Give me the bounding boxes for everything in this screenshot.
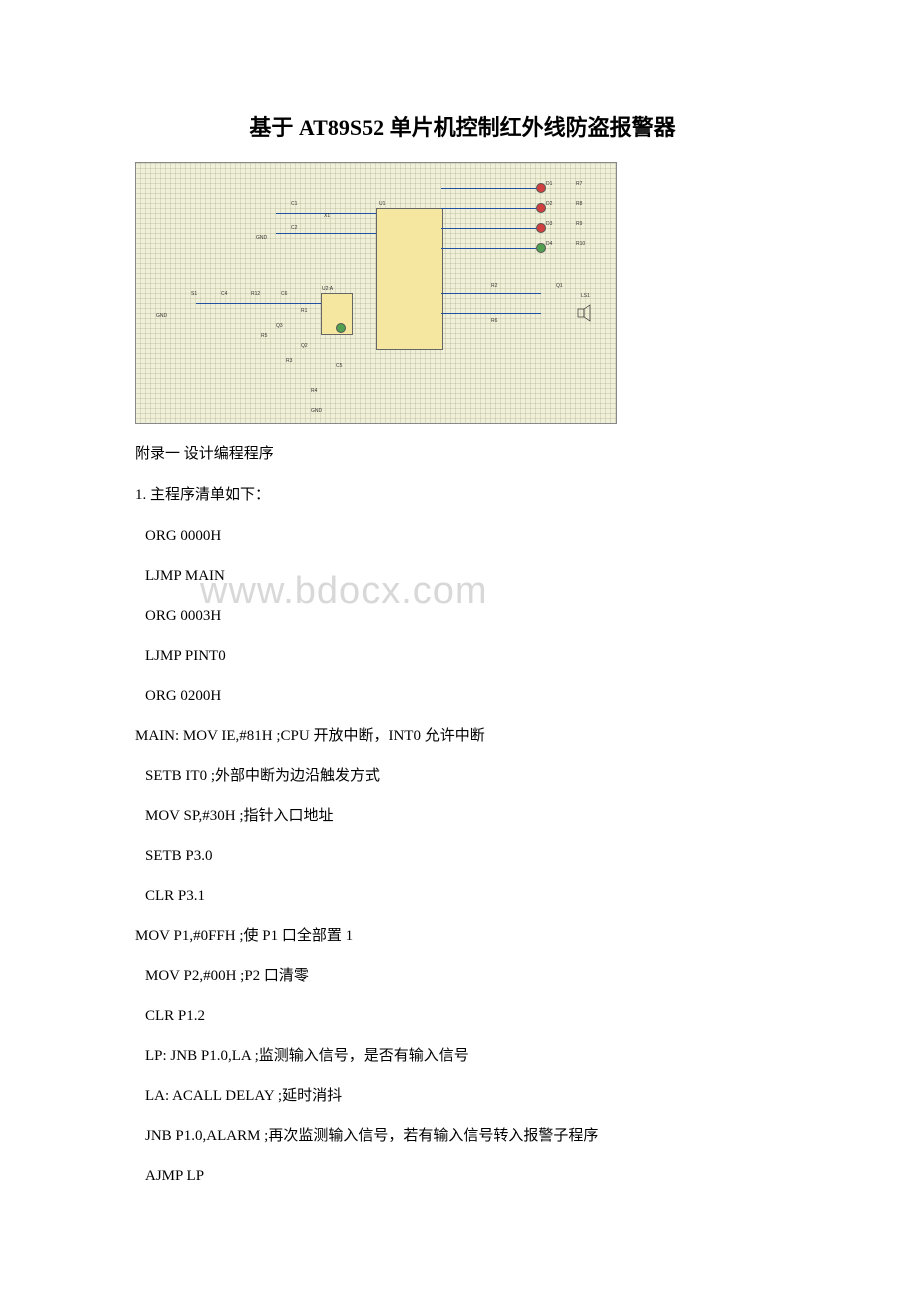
code-line: MOV P1,#0FFH ;使 P1 口全部置 1 [135, 926, 790, 947]
gnd-label-2: GND [311, 408, 322, 414]
comp-r4: R4 [311, 388, 317, 394]
code-line: MAIN: MOV IE,#81H ;CPU 开放中断，INT0 允许中断 [135, 726, 790, 747]
gnd-label-1: GND [156, 313, 167, 319]
comp-q3: Q3 [276, 323, 283, 329]
code-line: SETB P3.0 [135, 846, 790, 867]
led-d4 [536, 243, 546, 253]
comp-c5: C5 [336, 363, 342, 369]
comp-s1: S1 [191, 291, 197, 297]
code-line: CLR P3.1 [135, 886, 790, 907]
r-label-r8: R8 [576, 201, 582, 207]
comp-q1: Q1 [556, 283, 563, 289]
led-d5 [336, 323, 346, 333]
chip-label: U1 [379, 201, 385, 207]
comp-r5: R5 [261, 333, 267, 339]
led-label-d1: D1 [546, 181, 552, 187]
wire [276, 233, 376, 234]
sub-chip-label: U2:A [322, 286, 333, 292]
code-line: MOV P2,#00H ;P2 口清零 [135, 966, 790, 987]
code-line: LA: ACALL DELAY ;延时消抖 [135, 1086, 790, 1107]
led-label-d3: D3 [546, 221, 552, 227]
led-d1 [536, 183, 546, 193]
comp-r2: R2 [491, 283, 497, 289]
code-line: AJMP LP [135, 1166, 790, 1187]
code-line: LJMP PINT0 [135, 646, 790, 667]
comp-r1: R1 [301, 308, 307, 314]
code-line: CLR P1.2 [135, 1006, 790, 1027]
code-line: MOV SP,#30H ;指针入口地址 [135, 806, 790, 827]
r-label-r7: R7 [576, 181, 582, 187]
led-label-d4: D4 [546, 241, 552, 247]
led-d2 [536, 203, 546, 213]
comp-c6: C6 [281, 291, 287, 297]
led-d3 [536, 223, 546, 233]
code-line: SETB IT0 ;外部中断为边沿触发方式 [135, 766, 790, 787]
comp-x1: X1 [324, 213, 330, 219]
code-line: ORG 0200H [135, 686, 790, 707]
r-label-r10: R10 [576, 241, 585, 247]
comp-r12: R12 [251, 291, 260, 297]
circuit-diagram: U1 U2:A D1 D2 D3 D4 R7 R8 R9 R10 C1 [135, 162, 617, 424]
mcu-chip: U1 [376, 208, 443, 350]
code-line: ORG 0000H [135, 526, 790, 547]
code-line: ORG 0003H [135, 606, 790, 627]
comp-c2: C2 [291, 225, 297, 231]
code-line: LP: JNB P1.0,LA ;监测输入信号，是否有输入信号 [135, 1046, 790, 1067]
wire [441, 248, 536, 249]
comp-r6: R6 [491, 318, 497, 324]
section-heading: 1. 主程序清单如下： [135, 485, 790, 506]
gnd-label-3: GND [256, 235, 267, 241]
wire [441, 188, 536, 189]
wire [441, 208, 536, 209]
appendix-heading: 附录一 设计编程程序 [135, 444, 790, 465]
comp-r3: R3 [286, 358, 292, 364]
code-listing: ORG 0000H LJMP MAIN ORG 0003H LJMP PINT0 ORG… [135, 526, 790, 1187]
wire [441, 228, 536, 229]
led-label-d2: D2 [546, 201, 552, 207]
wire [196, 303, 321, 304]
comp-c1: C1 [291, 201, 297, 207]
page-title: 基于 AT89S52 单片机控制红外线防盗报警器 [135, 110, 790, 142]
code-line: JNB P1.0,ALARM ;再次监测输入信号，若有输入信号转入报警子程序 [135, 1126, 790, 1147]
wire [441, 293, 541, 294]
comp-ls1: LS1 [581, 293, 590, 299]
wire [441, 313, 541, 314]
comp-q2: Q2 [301, 343, 308, 349]
r-label-r9: R9 [576, 221, 582, 227]
comp-c4: C4 [221, 291, 227, 297]
speaker-icon [576, 303, 596, 323]
code-line: LJMP MAIN [135, 566, 790, 587]
